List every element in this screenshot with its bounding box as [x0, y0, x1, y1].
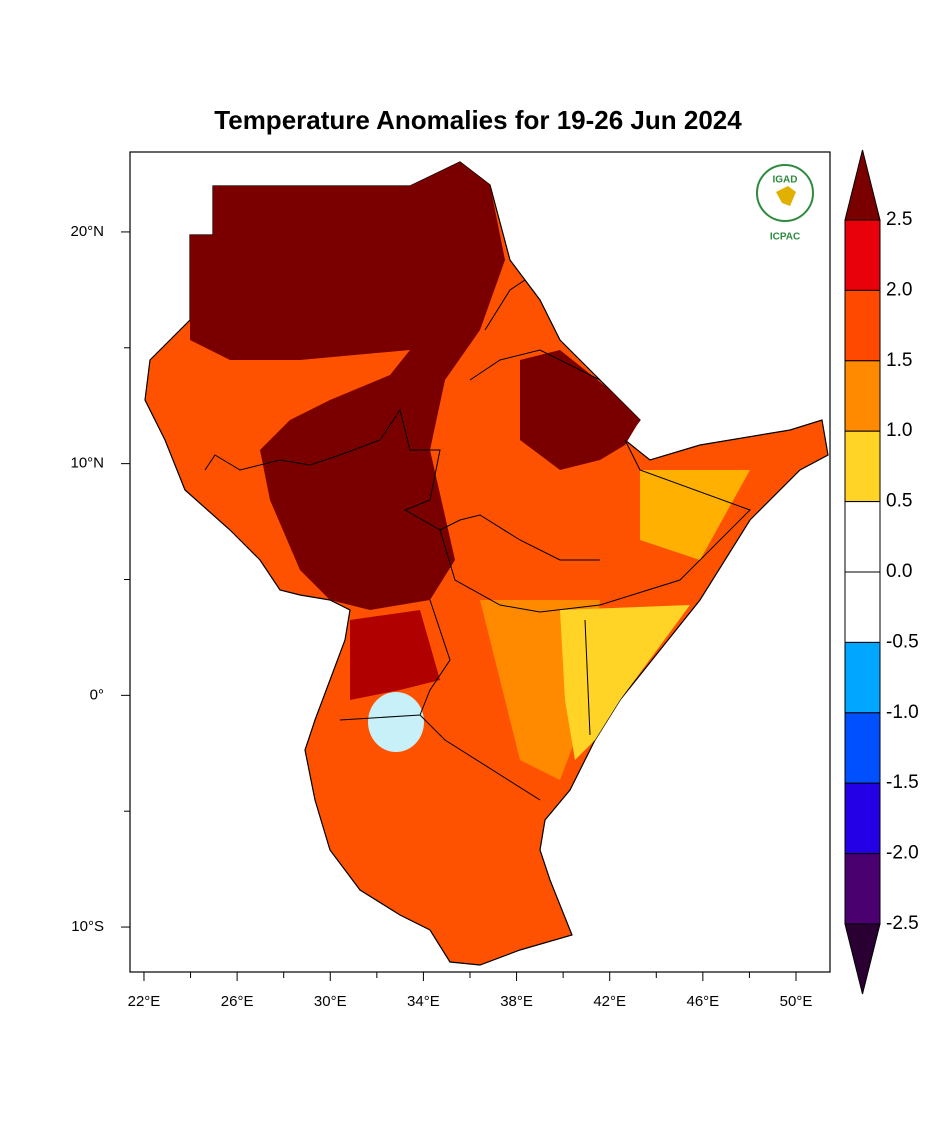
colorbar-label: 1.0 — [886, 420, 912, 441]
x-tick-label: 34°E — [407, 993, 440, 1010]
colorbar-label: 2.0 — [886, 279, 912, 300]
mild-region — [560, 605, 690, 760]
colorbar-box — [844, 712, 881, 784]
x-tick-label: 22°E — [128, 993, 161, 1010]
colorbar-label: -0.5 — [886, 631, 919, 652]
x-tick-label: 50°E — [780, 993, 813, 1010]
colorbar-label: -1.5 — [886, 772, 919, 793]
colorbar-arrow — [844, 149, 881, 221]
axes: 22°E 26°E 30°E 34°E 38°E 42°E 46°E 50°E 20°N 10°N… — [70, 223, 812, 1010]
colorbar-label: 0.5 — [886, 491, 912, 512]
colorbar-box — [844, 219, 881, 291]
colorbar-box — [844, 289, 881, 362]
colorbar: 2.5 2.0 1.5 1.0 0.5 0.0 -0.5 -1.0 -1.5 -2.0 -2.5 — [844, 149, 919, 995]
mild-region — [640, 470, 750, 560]
x-tick-label: 46°E — [687, 993, 720, 1010]
hot-region — [350, 610, 440, 700]
x-tick-label: 42°E — [593, 993, 626, 1010]
colorbar-label: -2.5 — [886, 913, 919, 934]
colorbar-box — [844, 641, 881, 714]
colorbar-label: 2.5 — [886, 209, 912, 230]
colorbar-label: -1.0 — [886, 702, 919, 723]
logo-name: IGAD — [773, 175, 798, 186]
y-tick-label: 20°N — [70, 223, 104, 240]
colorbar-label: 0.0 — [886, 561, 912, 582]
logo-africa — [776, 186, 796, 206]
map-frame — [129, 151, 831, 973]
map-region — [144, 161, 829, 966]
y-tick-label: 0° — [90, 686, 104, 703]
logo-subtitle: ICPAC — [770, 232, 800, 243]
logo: IGAD ICPAC — [756, 164, 814, 243]
colorbar-box — [844, 782, 881, 855]
map-title: Temperature Anomalies for 19-26 Jun 2024 — [214, 105, 742, 135]
colorbar-label: -2.0 — [886, 843, 919, 864]
lake-victoria — [368, 692, 424, 752]
colorbar-arrow — [844, 923, 881, 995]
hot-region — [520, 350, 640, 470]
x-tick-label: 38°E — [500, 993, 533, 1010]
colorbar-box — [844, 430, 881, 503]
colorbar-box — [844, 571, 881, 643]
hot-region — [190, 162, 505, 610]
colorbar-box — [844, 501, 881, 573]
colorbar-box — [844, 853, 881, 925]
y-tick-label: 10°S — [71, 918, 104, 935]
country-border — [204, 279, 751, 801]
colorbar-label: 1.5 — [886, 350, 912, 371]
x-tick-label: 30°E — [314, 993, 347, 1010]
x-tick-label: 26°E — [221, 993, 254, 1010]
y-tick-label: 10°N — [70, 455, 104, 472]
colorbar-box — [844, 360, 881, 432]
